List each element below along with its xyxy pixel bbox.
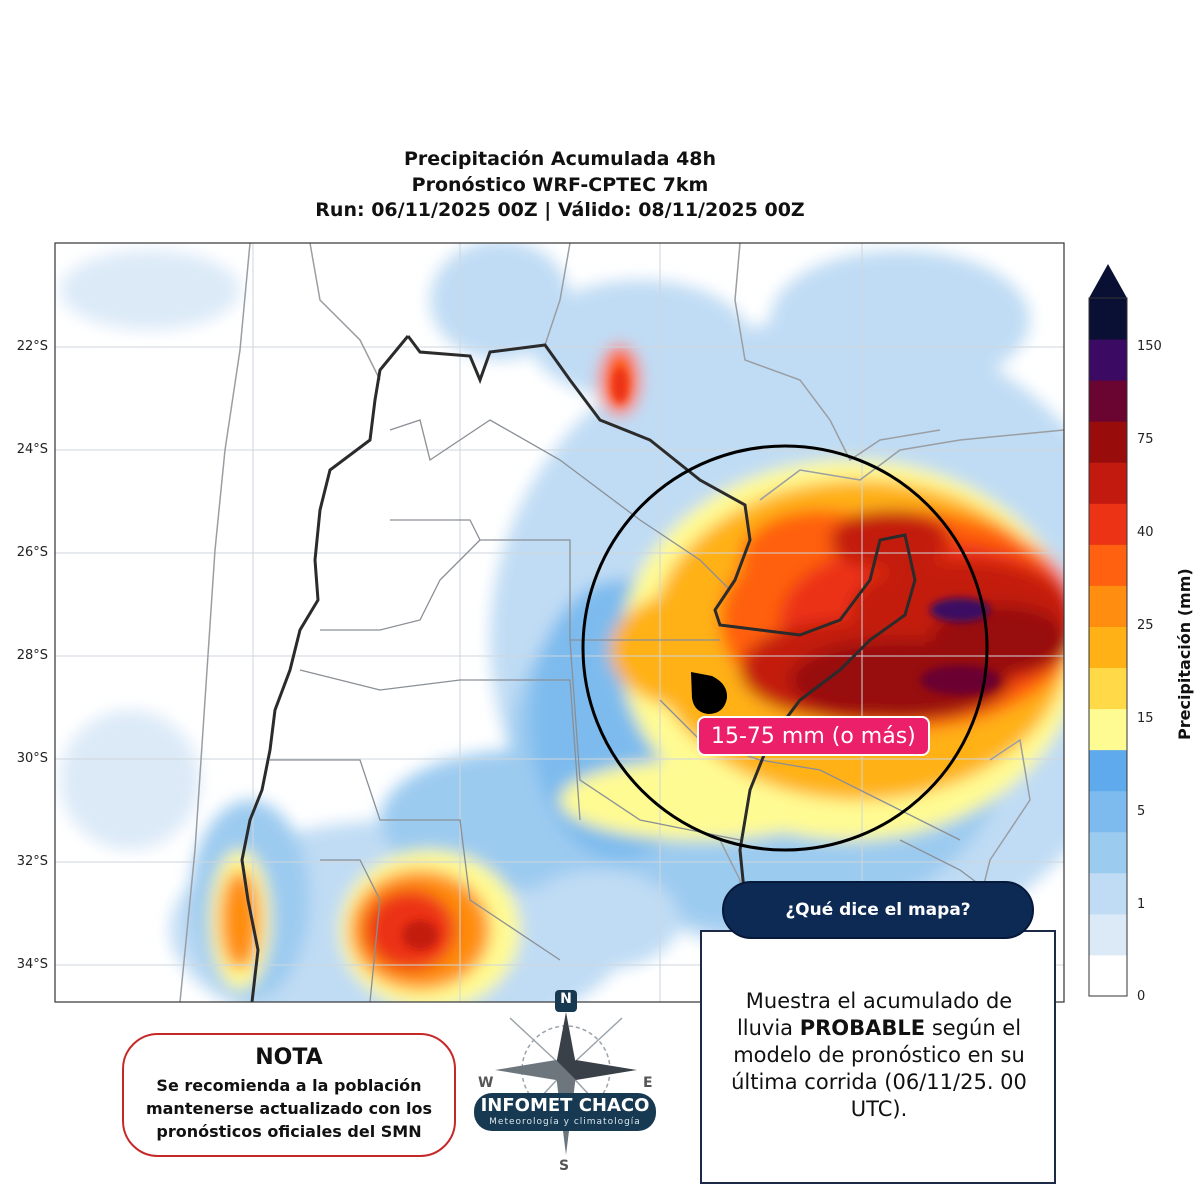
colorbar-tick-75: 75 bbox=[1137, 432, 1154, 447]
logo-banner bbox=[474, 1093, 656, 1131]
nota-title: NOTA bbox=[255, 1045, 323, 1070]
chart-title-line3: Run: 06/11/2025 00Z | Válido: 08/11/2025… bbox=[315, 199, 805, 221]
lat-label-34s: 34°S bbox=[16, 957, 48, 972]
colorbar-segment bbox=[1089, 749, 1127, 792]
colorbar bbox=[1089, 298, 1127, 997]
compass-w-label: W bbox=[478, 1075, 494, 1091]
province-borders bbox=[270, 419, 1001, 1002]
chart-title-line2: Pronóstico WRF-CPTEC 7km bbox=[411, 174, 709, 196]
colorbar-segment bbox=[1089, 298, 1127, 340]
lat-label-24s: 24°S bbox=[16, 442, 48, 457]
colorbar-segment bbox=[1089, 380, 1127, 422]
north-badge bbox=[555, 990, 577, 1012]
map-gridlines bbox=[55, 243, 1064, 1002]
logo-tagline: Meteorología y climatología bbox=[489, 1117, 641, 1127]
colorbar-segment bbox=[1089, 667, 1127, 710]
description-text: Muestra el acumulado de lluvia PROBABLE … bbox=[718, 988, 1040, 1123]
description-text-pre: Muestra el acumulado de lluvia bbox=[736, 989, 1013, 1040]
lat-label-30s: 30°S bbox=[16, 751, 48, 766]
infomet-logo bbox=[474, 990, 656, 1155]
colorbar-segment bbox=[1089, 462, 1127, 504]
colorbar-tick-1: 1 bbox=[1137, 897, 1146, 912]
argentina-outline bbox=[240, 335, 917, 1002]
compass-e-label: E bbox=[643, 1075, 653, 1091]
colorbar-segment bbox=[1089, 503, 1127, 545]
colorbar-tick-25: 25 bbox=[1137, 618, 1154, 633]
colorbar-segment bbox=[1089, 913, 1127, 956]
description-text-post: según el modelo de pronóstico en su últi… bbox=[731, 1016, 1027, 1121]
nota-box: NOTA Se recomienda a la población manten… bbox=[122, 1033, 456, 1157]
colorbar-segment bbox=[1089, 831, 1127, 874]
colorbar-segment bbox=[1089, 954, 1127, 997]
question-pill: ¿Qué dice el mapa? bbox=[722, 881, 1034, 939]
colorbar-tick-0: 0 bbox=[1137, 989, 1146, 1004]
colorbar-frame bbox=[1088, 297, 1128, 997]
chart-title-line1: Precipitación Acumulada 48h bbox=[403, 148, 717, 170]
lat-label-28s: 28°S bbox=[16, 648, 48, 663]
highlight-circle bbox=[581, 444, 989, 852]
colorbar-segment bbox=[1089, 872, 1127, 915]
logo-name: INFOMET CHACO bbox=[480, 1095, 650, 1116]
precipitation-field bbox=[60, 243, 1064, 1002]
lat-label-22s: 22°S bbox=[16, 339, 48, 354]
lat-label-26s: 26°S bbox=[16, 545, 48, 560]
colorbar-segment bbox=[1089, 708, 1127, 751]
colorbar-segment bbox=[1089, 421, 1127, 463]
colorbar-segment bbox=[1089, 626, 1127, 669]
colorbar-segment bbox=[1089, 790, 1127, 833]
rain-drop-icon bbox=[691, 672, 728, 714]
colorbar-extend-triangle bbox=[1089, 264, 1127, 298]
compass-n-label: N bbox=[560, 991, 572, 1007]
colorbar-segment bbox=[1089, 585, 1127, 627]
lat-label-32s: 32°S bbox=[16, 854, 48, 869]
colorbar-tick-40: 40 bbox=[1137, 525, 1154, 540]
rain-range-callout: 15-75 mm (o más) bbox=[697, 716, 930, 756]
nota-text: Se recomienda a la población mantenerse … bbox=[145, 1076, 433, 1141]
colorbar-tick-15: 15 bbox=[1137, 711, 1154, 726]
description-box: Muestra el acumulado de lluvia PROBABLE … bbox=[700, 930, 1056, 1184]
colorbar-segment bbox=[1089, 339, 1127, 381]
colorbar-tick-150: 150 bbox=[1137, 339, 1162, 354]
colorbar-tick-5: 5 bbox=[1137, 804, 1146, 819]
description-text-bold: PROBABLE bbox=[799, 1016, 926, 1040]
compass-s-label: S bbox=[559, 1158, 570, 1174]
colorbar-title: Precipitación (mm) bbox=[1175, 568, 1194, 740]
colorbar-segment bbox=[1089, 544, 1127, 586]
